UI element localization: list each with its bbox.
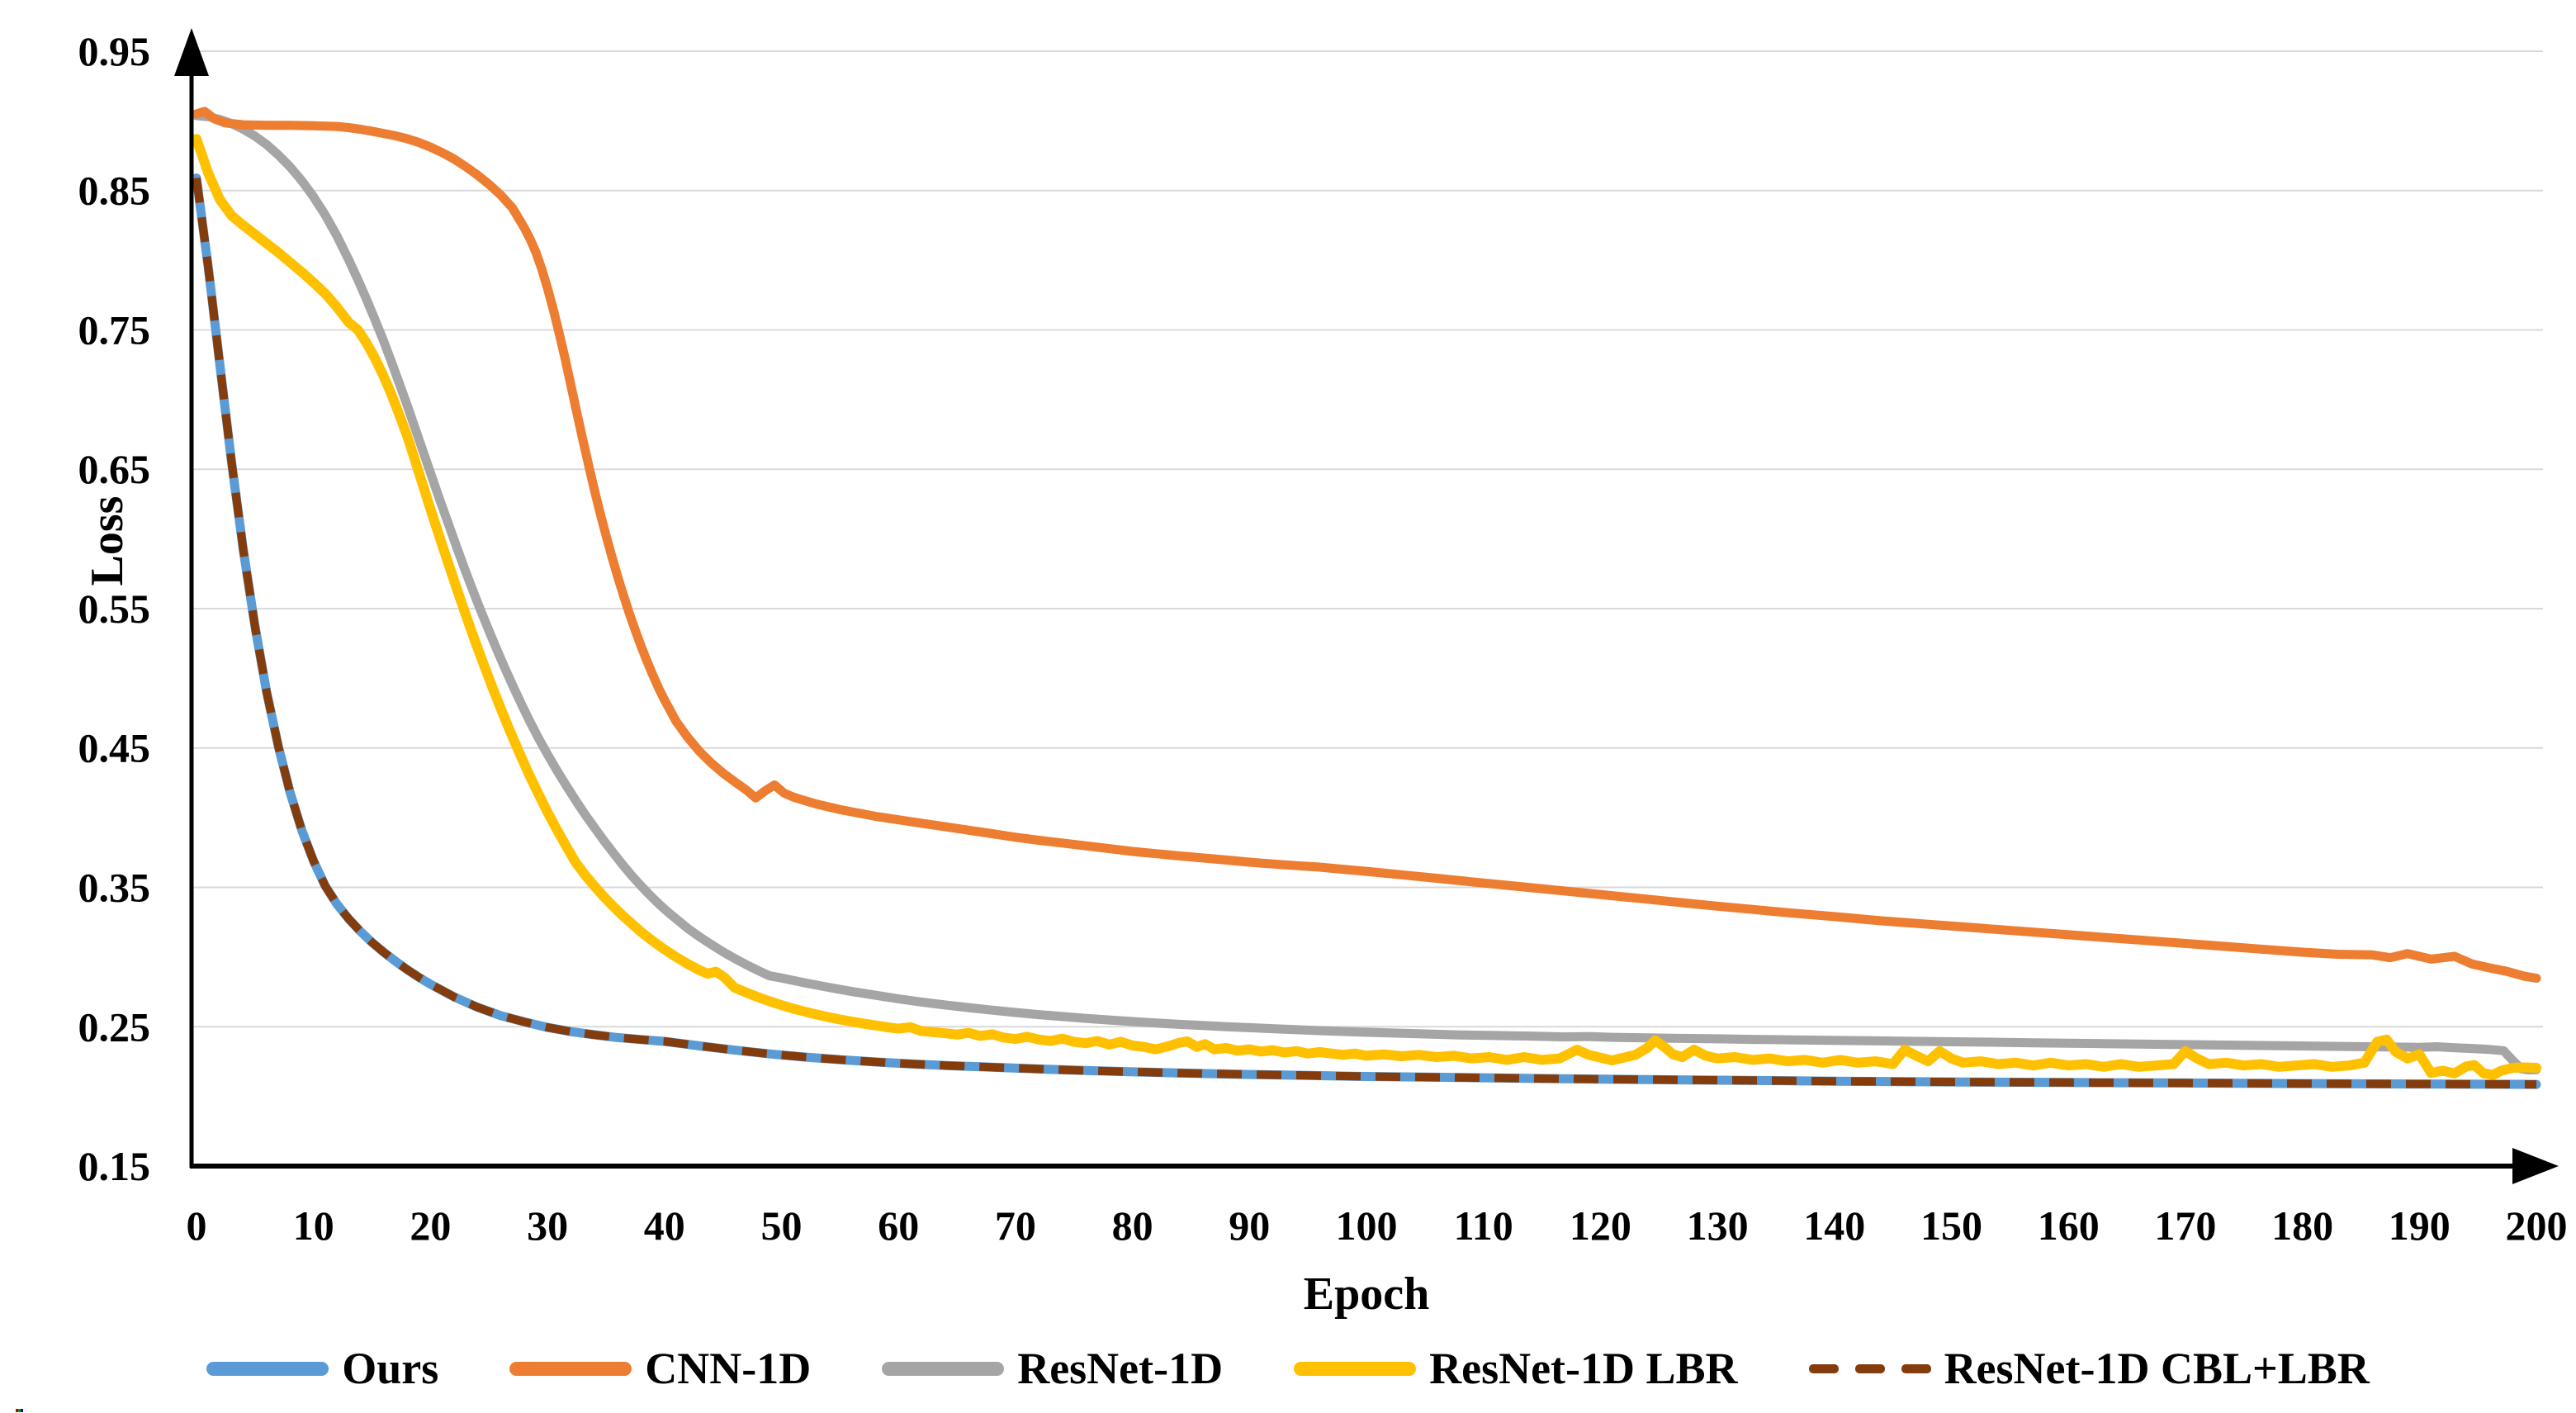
- x-tick-label: 70: [995, 1202, 1036, 1249]
- x-tick-label: 170: [2154, 1202, 2216, 1249]
- legend-dash: [1901, 1363, 1931, 1373]
- x-tick-label: 40: [644, 1202, 685, 1249]
- y-tick-labels: 0.95 0.85 0.75 0.65 0.55 0.45 0.35 0.25 0.15: [78, 28, 151, 1189]
- y-tick-label: 0.45: [78, 725, 151, 771]
- x-tick-labels: 0 10 20 30 40 50 60 70 80 90 100 110 120 130 140 150 160…: [187, 1202, 2568, 1249]
- y-tick-label: 0.55: [78, 586, 151, 632]
- x-tick-label: 150: [1920, 1202, 1982, 1249]
- legend-label: Ours: [342, 1344, 439, 1393]
- x-tick-label: 110: [1454, 1202, 1513, 1249]
- x-tick-label: 100: [1336, 1202, 1398, 1249]
- x-tick-label: 20: [410, 1202, 451, 1249]
- x-tick-label: 200: [2506, 1202, 2568, 1249]
- x-tick-label: 120: [1570, 1202, 1631, 1249]
- x-axis-title: Epoch: [1304, 1268, 1430, 1320]
- series-line-resnet-1d-lbr: [192, 134, 2541, 1080]
- x-tick-label: 90: [1229, 1202, 1270, 1249]
- x-tick-label: 190: [2389, 1202, 2451, 1249]
- x-tick-label: 130: [1687, 1202, 1749, 1249]
- y-tick-label: 0.25: [78, 1003, 151, 1050]
- x-tick-label: 50: [761, 1202, 803, 1249]
- legend-swatch: [882, 1361, 1005, 1376]
- legend-swatch-dashed: [1808, 1363, 1931, 1373]
- y-tick-label: 0.75: [78, 307, 151, 353]
- x-tick-label: 0: [187, 1202, 207, 1249]
- gridlines: [192, 50, 2543, 1028]
- x-axis-arrow-icon: [2512, 1148, 2559, 1184]
- axes: [174, 28, 2559, 1184]
- legend-swatch: [509, 1361, 632, 1376]
- legend-swatch: [206, 1361, 329, 1376]
- x-tick-label: 30: [527, 1202, 568, 1249]
- legend-item-ours: Ours: [206, 1346, 438, 1391]
- legend-swatch: [1294, 1361, 1417, 1376]
- y-tick-label: 0.65: [78, 446, 151, 492]
- artifact-pixels: [16, 1409, 23, 1412]
- x-tick-label: 140: [1803, 1202, 1865, 1249]
- legend-label: CNN-1D: [645, 1344, 812, 1393]
- y-tick-label: 0.95: [78, 28, 151, 74]
- legend-label: ResNet-1D LBR: [1429, 1344, 1738, 1393]
- y-tick-label: 0.85: [78, 168, 151, 214]
- legend-dash: [1854, 1363, 1885, 1373]
- legend-dash: [1808, 1363, 1839, 1373]
- series-curves: [192, 107, 2541, 1089]
- legend-item-resnet-1d-lbr: ResNet-1D LBR: [1294, 1344, 1738, 1393]
- legend-label: ResNet-1D: [1017, 1344, 1224, 1393]
- x-tick-label: 80: [1112, 1202, 1153, 1249]
- legend-item-cnn-1d: CNN-1D: [509, 1346, 811, 1391]
- y-tick-label: 0.15: [78, 1143, 151, 1189]
- x-tick-label: 180: [2271, 1202, 2333, 1249]
- y-axis-arrow-icon: [174, 28, 209, 76]
- series-line-resnet-1d-cbl-lbr: [192, 177, 2537, 1089]
- series-line-ours: [192, 173, 2541, 1089]
- legend-item-resnet-1d-cbl-lbr: ResNet-1D CBL+LBR: [1808, 1344, 2370, 1393]
- x-tick-label: 160: [2038, 1202, 2100, 1249]
- x-tick-label: 10: [293, 1202, 334, 1249]
- x-tick-label: 60: [878, 1202, 919, 1249]
- y-axis-title: Loss: [82, 496, 133, 586]
- legend-item-resnet-1d: ResNet-1D: [882, 1346, 1223, 1391]
- legend: Ours CNN-1D ResNet-1D ResNet-1D LBR ResNet-1…: [0, 1336, 2576, 1401]
- series-line-cnn-1d: [192, 107, 2541, 983]
- series-line-resnet-1d: [192, 111, 2541, 1075]
- y-tick-label: 0.35: [78, 865, 151, 911]
- legend-label: ResNet-1D CBL+LBR: [1944, 1344, 2370, 1393]
